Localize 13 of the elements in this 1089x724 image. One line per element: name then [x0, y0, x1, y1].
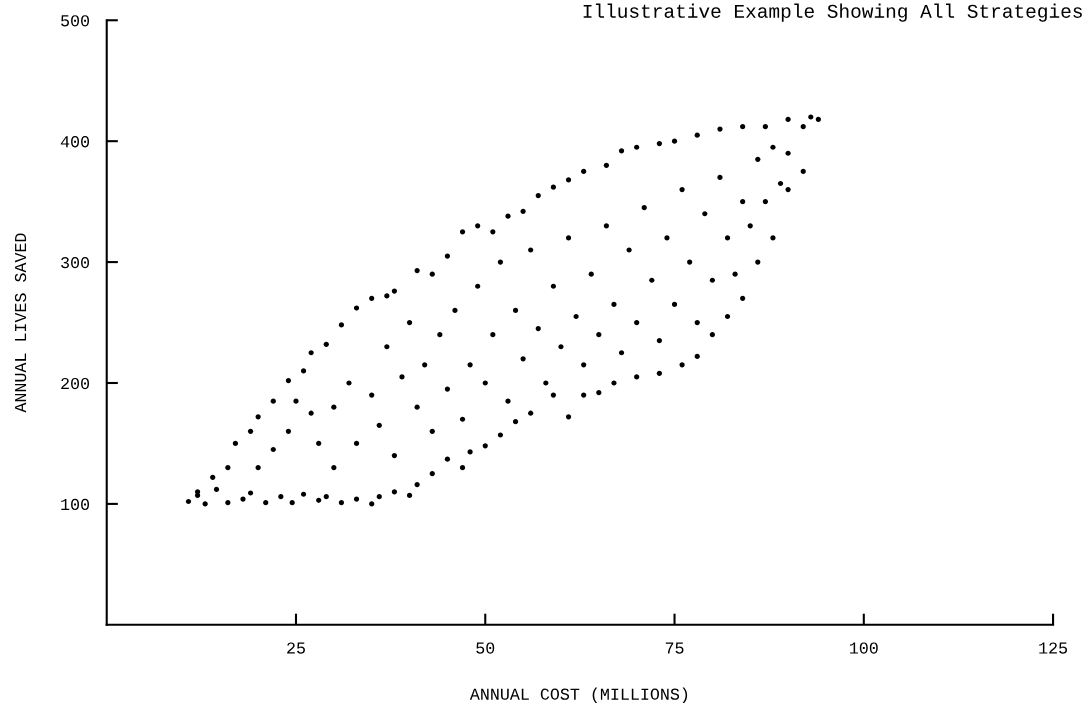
x-tick-label: 75 [665, 642, 684, 654]
y-tick-label: 400 [60, 136, 90, 148]
x-tick-label: 125 [1039, 642, 1068, 654]
chart-title: Illustrative Example Showing All Strategies [583, 3, 1082, 22]
y-tick-label: 200 [61, 377, 90, 390]
x-tick-label: 100 [850, 642, 878, 654]
y-tick-label: 100 [61, 498, 90, 511]
x-tick-label: 50 [476, 642, 495, 654]
x-axis-title: ANNUAL COST (MILLIONS) [469, 687, 688, 704]
y-tick-label: 300 [61, 256, 90, 269]
x-tick-label: 25 [287, 642, 305, 654]
y-axis-title: ANNUAL LIVES SAVED [14, 233, 27, 413]
y-tick-label: 500 [61, 15, 90, 27]
